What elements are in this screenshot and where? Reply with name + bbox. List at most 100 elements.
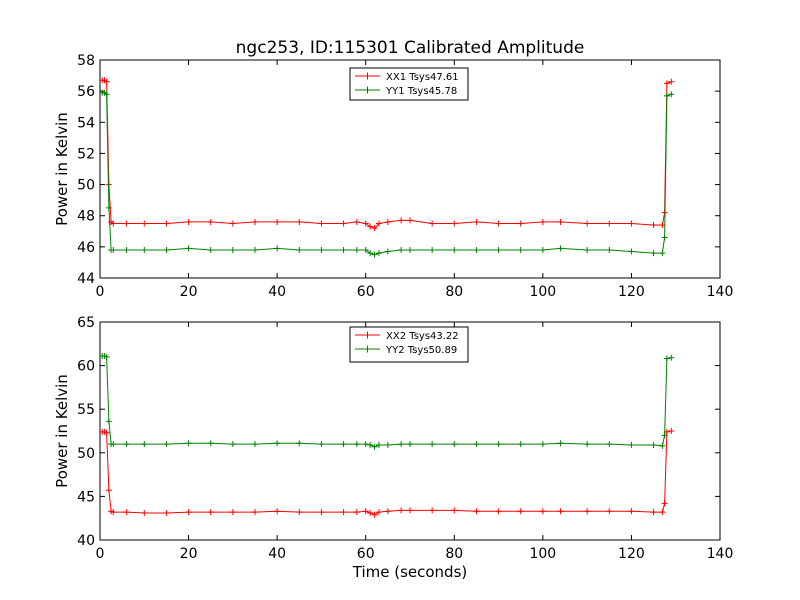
- legend-label: YY1 Tsys45.78: [385, 86, 457, 97]
- data-point: [606, 246, 613, 253]
- data-point: [105, 418, 112, 425]
- y-tick-label: 58: [77, 53, 95, 69]
- data-point: [371, 225, 378, 232]
- data-point: [123, 441, 130, 448]
- data-point: [384, 248, 391, 255]
- top-plot: 0 20 40 60 80 100 120 140 44 46 48 50 52 54 56 58 Power …: [53, 53, 733, 300]
- x-tick-label: 40: [268, 546, 286, 562]
- data-point: [407, 441, 413, 448]
- data-point: [229, 220, 236, 227]
- data-point: [495, 220, 502, 227]
- data-point: [141, 509, 148, 516]
- data-point: [451, 441, 458, 448]
- data-point: [110, 441, 117, 448]
- data-point: [661, 432, 668, 439]
- data-point: [668, 91, 675, 98]
- data-point: [252, 246, 258, 253]
- series-1: [99, 428, 675, 518]
- data-point: [557, 440, 564, 447]
- data-point: [557, 245, 564, 252]
- legend-box: [349, 326, 469, 363]
- x-tick-label: 60: [357, 546, 375, 562]
- y-tick-label: 48: [77, 209, 95, 225]
- legend-label: XX1 Tsys47.61: [386, 72, 459, 83]
- y-tick-label: 54: [77, 115, 95, 131]
- x-tick-label: 0: [96, 284, 105, 300]
- data-point: [318, 441, 325, 448]
- plot-frame: [99, 59, 721, 279]
- data-point: [318, 246, 325, 253]
- series-2: [99, 353, 675, 450]
- data-point: [451, 220, 458, 227]
- data-point: [663, 355, 670, 362]
- data-point: [353, 246, 360, 253]
- data-point: [517, 441, 524, 448]
- data-point: [628, 248, 635, 255]
- data-point: [340, 220, 347, 227]
- x-tick-label: 80: [445, 546, 463, 562]
- y-axis-label: Power in Kelvin: [53, 112, 71, 226]
- y-tick-label: 56: [77, 84, 95, 100]
- data-point: [207, 509, 214, 516]
- data-point: [429, 220, 436, 227]
- data-point: [398, 217, 405, 224]
- x-tick-label: 0: [96, 546, 105, 562]
- data-point: [340, 441, 347, 448]
- data-point: [371, 511, 378, 518]
- data-point: [318, 220, 325, 227]
- data-point: [659, 442, 666, 449]
- data-point: [557, 218, 564, 225]
- data-point: [376, 509, 382, 516]
- data-point: [398, 441, 405, 448]
- data-point: [229, 441, 236, 448]
- data-point: [371, 251, 378, 258]
- data-point: [661, 500, 668, 507]
- data-point: [473, 246, 480, 253]
- data-point: [252, 441, 258, 448]
- data-point: [353, 441, 360, 448]
- y-tick-label: 45: [77, 489, 95, 505]
- y-axis-label: Power in Kelvin: [53, 374, 71, 488]
- data-point: [110, 220, 117, 227]
- data-point: [367, 441, 374, 448]
- data-point: [274, 440, 281, 447]
- data-point: [584, 441, 591, 448]
- series-line: [102, 355, 672, 448]
- data-point: [376, 220, 382, 227]
- data-point: [628, 441, 635, 448]
- series-line: [102, 430, 672, 516]
- data-point: [557, 508, 564, 515]
- data-point: [473, 508, 480, 515]
- x-tick-label: 20: [180, 546, 198, 562]
- data-point: [517, 508, 524, 515]
- y-tick-label: 65: [77, 315, 95, 331]
- data-point: [451, 507, 458, 514]
- data-point: [659, 509, 666, 516]
- x-tick-label: 120: [618, 284, 645, 300]
- data-point: [628, 508, 635, 515]
- data-point: [429, 441, 436, 448]
- data-point: [659, 250, 666, 257]
- legend-box: [349, 67, 469, 101]
- data-point: [650, 250, 657, 257]
- data-point: [103, 353, 110, 360]
- x-tick-label: 120: [618, 546, 645, 562]
- data-point: [353, 218, 360, 225]
- data-point: [163, 246, 170, 253]
- data-point: [123, 246, 130, 253]
- y-tick-label: 46: [77, 240, 95, 256]
- data-point: [229, 509, 236, 516]
- data-point: [606, 441, 613, 448]
- x-tick-label: 100: [529, 284, 556, 300]
- data-point: [663, 92, 670, 99]
- data-point: [103, 91, 110, 98]
- data-point: [384, 508, 391, 515]
- x-tick-label: 140: [707, 284, 734, 300]
- y-tick-label: 52: [77, 146, 95, 162]
- y-tick-label: 50: [77, 178, 95, 194]
- data-point: [296, 440, 303, 447]
- data-point: [274, 218, 281, 225]
- data-point: [495, 441, 502, 448]
- data-point: [105, 487, 112, 494]
- legend-marker: [364, 331, 371, 339]
